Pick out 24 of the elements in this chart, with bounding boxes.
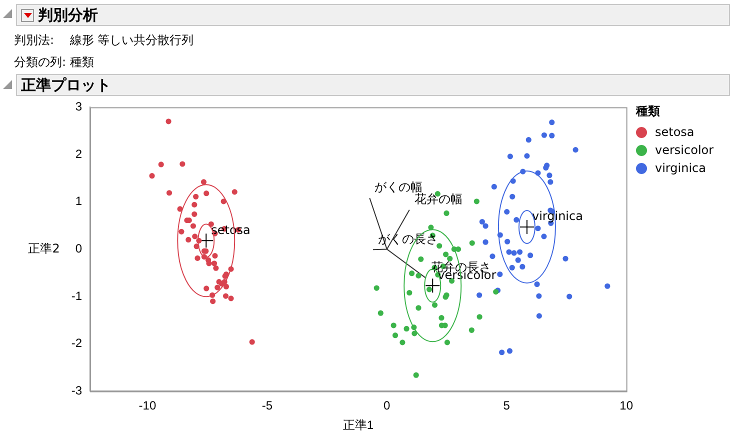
text: 判別法: 線形 等しい共分散行列	[14, 32, 194, 49]
x-tick-label: -10	[138, 398, 156, 413]
y-tick-label: 1	[75, 194, 82, 208]
legend-title: 種類	[636, 103, 661, 120]
y-tick-label: -3	[71, 384, 82, 398]
x-axis-title: 正準1	[342, 418, 374, 432]
chart-title: 判別分析	[38, 6, 98, 24]
legend-label: versicolor	[655, 143, 714, 157]
y-axis-title: 正準2	[28, 241, 60, 256]
text: 分類の列: 種類	[14, 54, 94, 71]
chart-subtitle: 正準プロット	[21, 76, 111, 94]
y-tick-label: -1	[71, 288, 82, 303]
y-tick-label: 3	[75, 100, 82, 114]
y-tick-label: 2	[75, 146, 82, 161]
annotation: 花弁の幅	[414, 192, 462, 206]
legend-label: virginica	[655, 161, 706, 175]
annotation: がくの幅	[374, 180, 423, 194]
x-tick-label: 0	[384, 398, 391, 413]
x-tick-label: 5	[503, 398, 510, 413]
y-tick-label: -2	[71, 336, 82, 350]
legend-label: setosa	[655, 125, 694, 139]
x-tick-label: -5	[262, 398, 273, 413]
x-tick-label: 10	[620, 398, 634, 413]
y-tick-label: 0	[75, 242, 82, 256]
